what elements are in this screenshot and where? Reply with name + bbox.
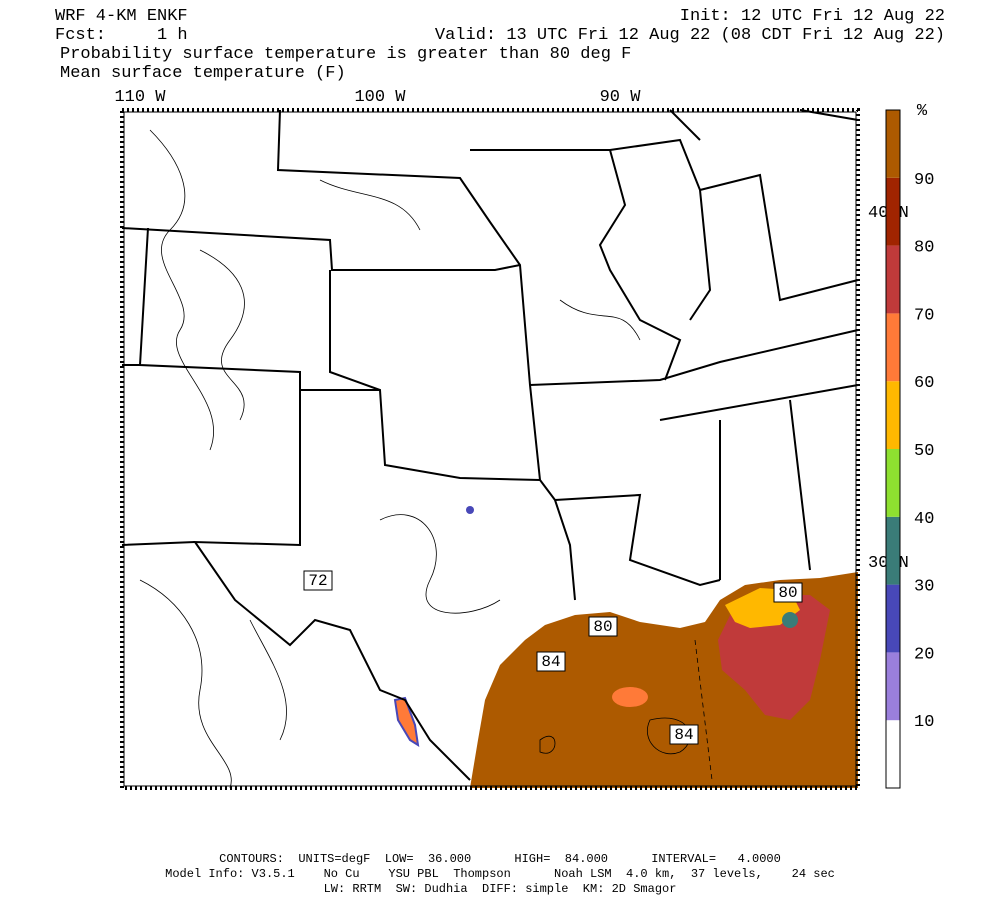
- colorbar-segment: [886, 652, 900, 721]
- footer-contours: CONTOURS: UNITS=degF LOW= 36.000 HIGH= 8…: [219, 852, 781, 866]
- colorbar-segment: [886, 516, 900, 585]
- label-box: [303, 570, 333, 591]
- probability-patch: [782, 612, 798, 628]
- map: 72 80 80 84 84: [120, 108, 860, 790]
- colorbar-frame: [885, 109, 901, 789]
- colorbar-label: 40: [914, 510, 934, 529]
- init: Init: 12 UTC Fri 12 Aug 22: [680, 7, 945, 26]
- colorbar-label: 60: [914, 374, 934, 393]
- field: Probability surface temperature is great…: [60, 45, 631, 64]
- contour-field: Mean surface temperature (F): [60, 64, 346, 83]
- contour-label: 72: [308, 572, 327, 590]
- title: WRF 4-KM ENKF: [55, 7, 188, 26]
- colorbar-label: 70: [914, 306, 934, 325]
- footer-physics: LW: RRTM SW: Dudhia DIFF: simple KM: 2D …: [324, 882, 677, 896]
- lon-label: 110 W: [114, 88, 166, 107]
- probability-patch: [393, 696, 420, 747]
- footer-model-info: Model Info: V3.5.1 No Cu YSU PBL Thompso…: [165, 867, 835, 881]
- forecast: Fcst: 1 h: [55, 26, 188, 45]
- colorbar-segment: [886, 110, 900, 178]
- colorbar-label: 90: [914, 171, 934, 190]
- colorbar-unit: %: [917, 102, 928, 121]
- state-borders: [121, 109, 859, 781]
- colorbar-label: 30: [914, 578, 934, 597]
- contour-label: 84: [541, 653, 560, 671]
- colorbar-segment: [886, 584, 900, 653]
- lon-label: 90 W: [600, 88, 642, 107]
- contour-labels: 72 80 80 84 84: [303, 570, 803, 745]
- contour-label: 80: [778, 584, 797, 602]
- colorbar-segment: [886, 449, 900, 517]
- probability-patch: [466, 506, 474, 514]
- label-box: [588, 616, 618, 637]
- temperature-contours: [139, 129, 713, 789]
- colorbar-label: 10: [914, 713, 934, 732]
- label-box: [536, 651, 566, 672]
- colorbar-segment: [886, 313, 900, 382]
- label-box: [773, 582, 803, 603]
- label-box: [669, 724, 699, 745]
- colorbar-label: 50: [914, 442, 934, 461]
- map-border: [120, 108, 860, 790]
- contour-label: 80: [593, 618, 612, 636]
- colorbar-segment: [886, 177, 900, 246]
- colorbar-segment: [886, 245, 900, 314]
- colorbar: 10 20 30 40 50 60 70 80 90: [885, 109, 934, 789]
- lon-label: 100 W: [354, 88, 406, 107]
- colorbar-segment: [886, 720, 900, 788]
- probability-patch: [612, 687, 648, 707]
- colorbar-label: 20: [914, 645, 934, 664]
- colorbar-label: 80: [914, 239, 934, 258]
- contour-label: 84: [674, 726, 693, 744]
- colorbar-segment: [886, 381, 900, 449]
- map-frame: [123, 111, 857, 787]
- valid: Valid: 13 UTC Fri 12 Aug 22 (08 CDT Fri …: [435, 26, 945, 45]
